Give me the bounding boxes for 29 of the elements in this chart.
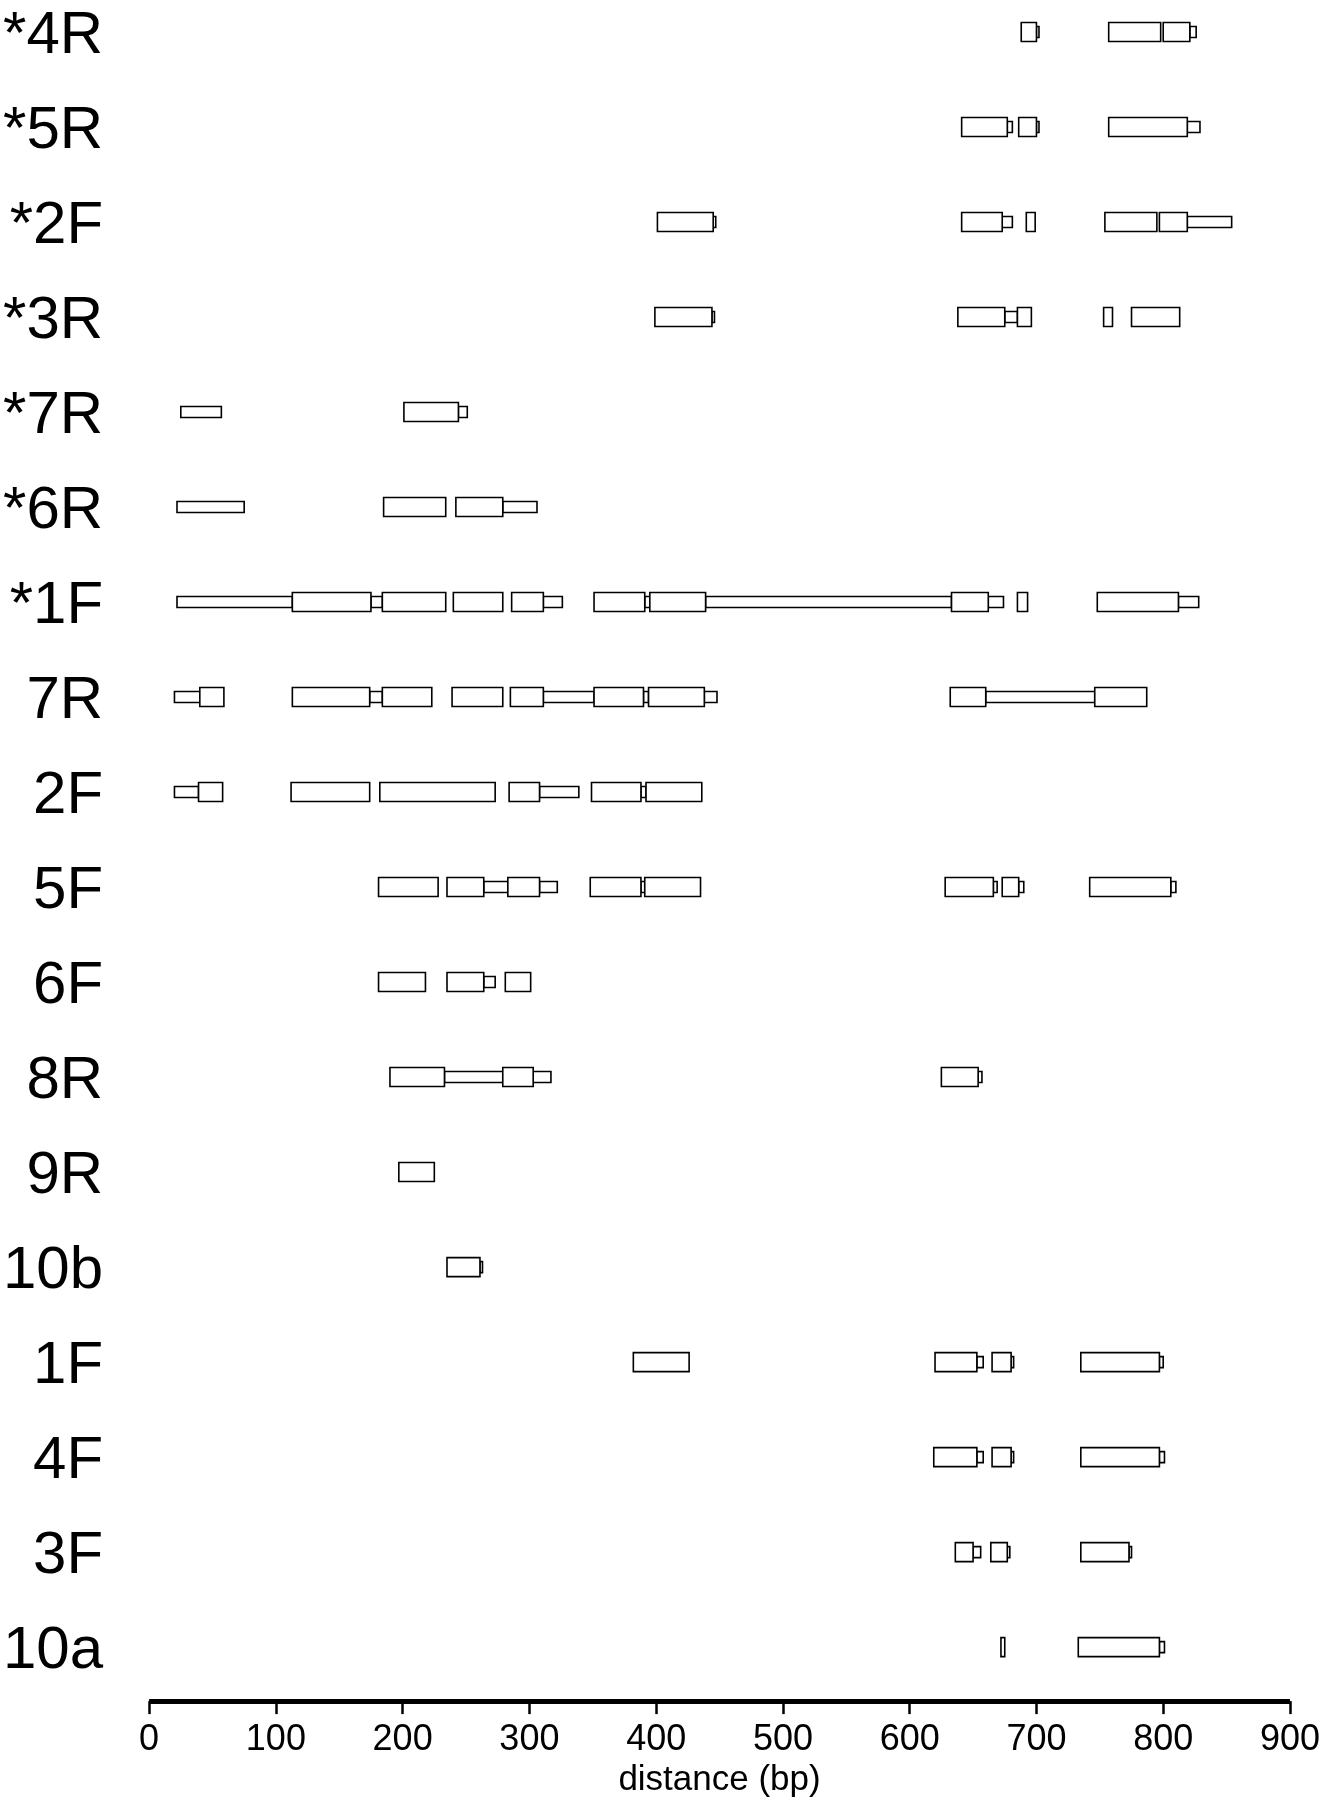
x-tick-label: 700	[1006, 1716, 1067, 1758]
y-tick-label: 8R	[26, 1043, 104, 1111]
x-tick-label: 600	[879, 1716, 940, 1758]
y-tick-label: 5F	[33, 853, 104, 921]
y-tick-label: 4F	[33, 1423, 104, 1491]
x-tick-label: 300	[499, 1716, 560, 1758]
x-tick-label: 0	[139, 1716, 160, 1758]
x-tick-label: 800	[1133, 1716, 1194, 1758]
y-tick-label: *6R	[3, 473, 104, 541]
y-tick-label: *3R	[3, 283, 104, 351]
x-tick-label: 400	[626, 1716, 687, 1758]
x-axis-title: distance (bp)	[618, 1758, 821, 1797]
y-tick-label: *4R	[3, 0, 104, 66]
y-tick-label: *7R	[3, 378, 104, 446]
y-tick-label: *2F	[9, 188, 104, 256]
x-tick-label: 200	[372, 1716, 433, 1758]
y-tick-label: 1F	[33, 1328, 104, 1396]
y-tick-label: 10a	[3, 1613, 104, 1681]
x-tick-label: 100	[245, 1716, 306, 1758]
y-tick-label: 3F	[33, 1518, 104, 1586]
y-tick-label: *1F	[9, 568, 104, 636]
y-tick-label: 7R	[26, 663, 104, 731]
y-tick-label: *5R	[3, 93, 104, 161]
y-tick-label: 10b	[3, 1233, 104, 1301]
y-tick-label: 9R	[26, 1138, 104, 1206]
y-tick-label: 2F	[33, 758, 104, 826]
x-tick-label: 900	[1259, 1716, 1321, 1758]
y-tick-label: 6F	[33, 948, 104, 1016]
x-tick-label: 500	[752, 1716, 813, 1758]
